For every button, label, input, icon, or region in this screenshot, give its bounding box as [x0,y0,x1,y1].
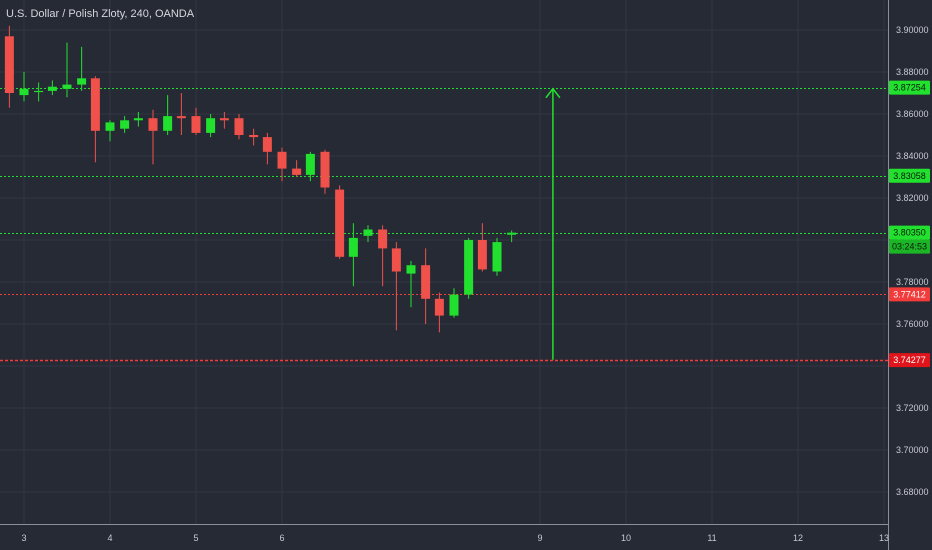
candle-body [363,229,373,236]
candle-body [19,88,29,96]
x-tick-label: 3 [21,533,26,543]
y-tick-label: 3.90000 [896,25,929,35]
candle-body [449,294,459,316]
candle-body [492,242,502,272]
x-tick-label: 11 [707,533,716,543]
candle-body [120,120,130,129]
price-badge [889,80,930,95]
y-tick-label: 3.68000 [896,487,929,497]
x-tick-label: 10 [621,533,631,543]
price-badge-label: 3.87254 [893,83,926,93]
price-badge [889,225,930,240]
candle-body [305,153,315,175]
candle-body [335,189,345,257]
price-badge-label: 3.74277 [893,355,926,365]
candle-body [249,135,259,138]
price-badge-label: 3.77412 [893,289,926,299]
candle-body [77,78,87,85]
target-arrow-head[interactable] [545,87,561,99]
countdown-label: 03:24:53 [892,242,927,252]
candle-body [62,84,72,89]
candle-body [434,298,444,316]
candle-body [90,78,100,131]
candle-body [292,168,302,175]
price-badge [889,168,930,183]
candle-body [234,118,244,135]
candle-body [34,90,44,93]
x-tick-label: 4 [107,533,112,543]
y-tick-label: 3.84000 [896,151,929,161]
y-tick-label: 3.76000 [896,319,929,329]
candle-body [421,265,431,299]
x-tick-label: 6 [279,533,284,543]
candle-body [163,116,173,131]
candle-body [507,232,517,235]
price-badge [889,287,930,302]
x-tick-label: 12 [793,533,803,543]
x-tick-label: 13 [879,533,889,543]
candle-body [477,240,487,270]
x-tick-label: 5 [193,533,198,543]
candle-body [148,118,158,131]
y-tick-label: 3.86000 [896,109,929,119]
y-tick-label: 3.70000 [896,445,929,455]
y-tick-label: 3.72000 [896,403,929,413]
price-badge-label: 3.80350 [893,228,926,238]
candle-body [277,151,287,169]
x-tick-label: 9 [537,533,542,543]
candle-body [262,137,272,152]
candle-body [206,118,216,133]
candle-body [4,36,14,93]
candle-body [320,151,330,188]
price-badge [889,353,930,368]
candle-body [406,265,416,274]
candle-body [47,86,57,91]
y-tick-label: 3.88000 [896,67,929,77]
candle-body [105,122,115,131]
y-tick-label: 3.78000 [896,277,929,287]
candle-body [378,229,388,249]
candle-body [391,248,401,272]
price-badge-label: 3.83058 [893,171,926,181]
candle-body [348,237,358,257]
chart-title: U.S. Dollar / Polish Zloty, 240, OANDA [6,8,195,20]
candle-body [176,116,186,119]
candle-body [219,118,229,121]
candle-body [133,118,143,121]
y-tick-label: 3.82000 [896,193,929,203]
candle-body [191,116,201,133]
countdown-badge [889,239,930,254]
candle-body [464,240,474,295]
